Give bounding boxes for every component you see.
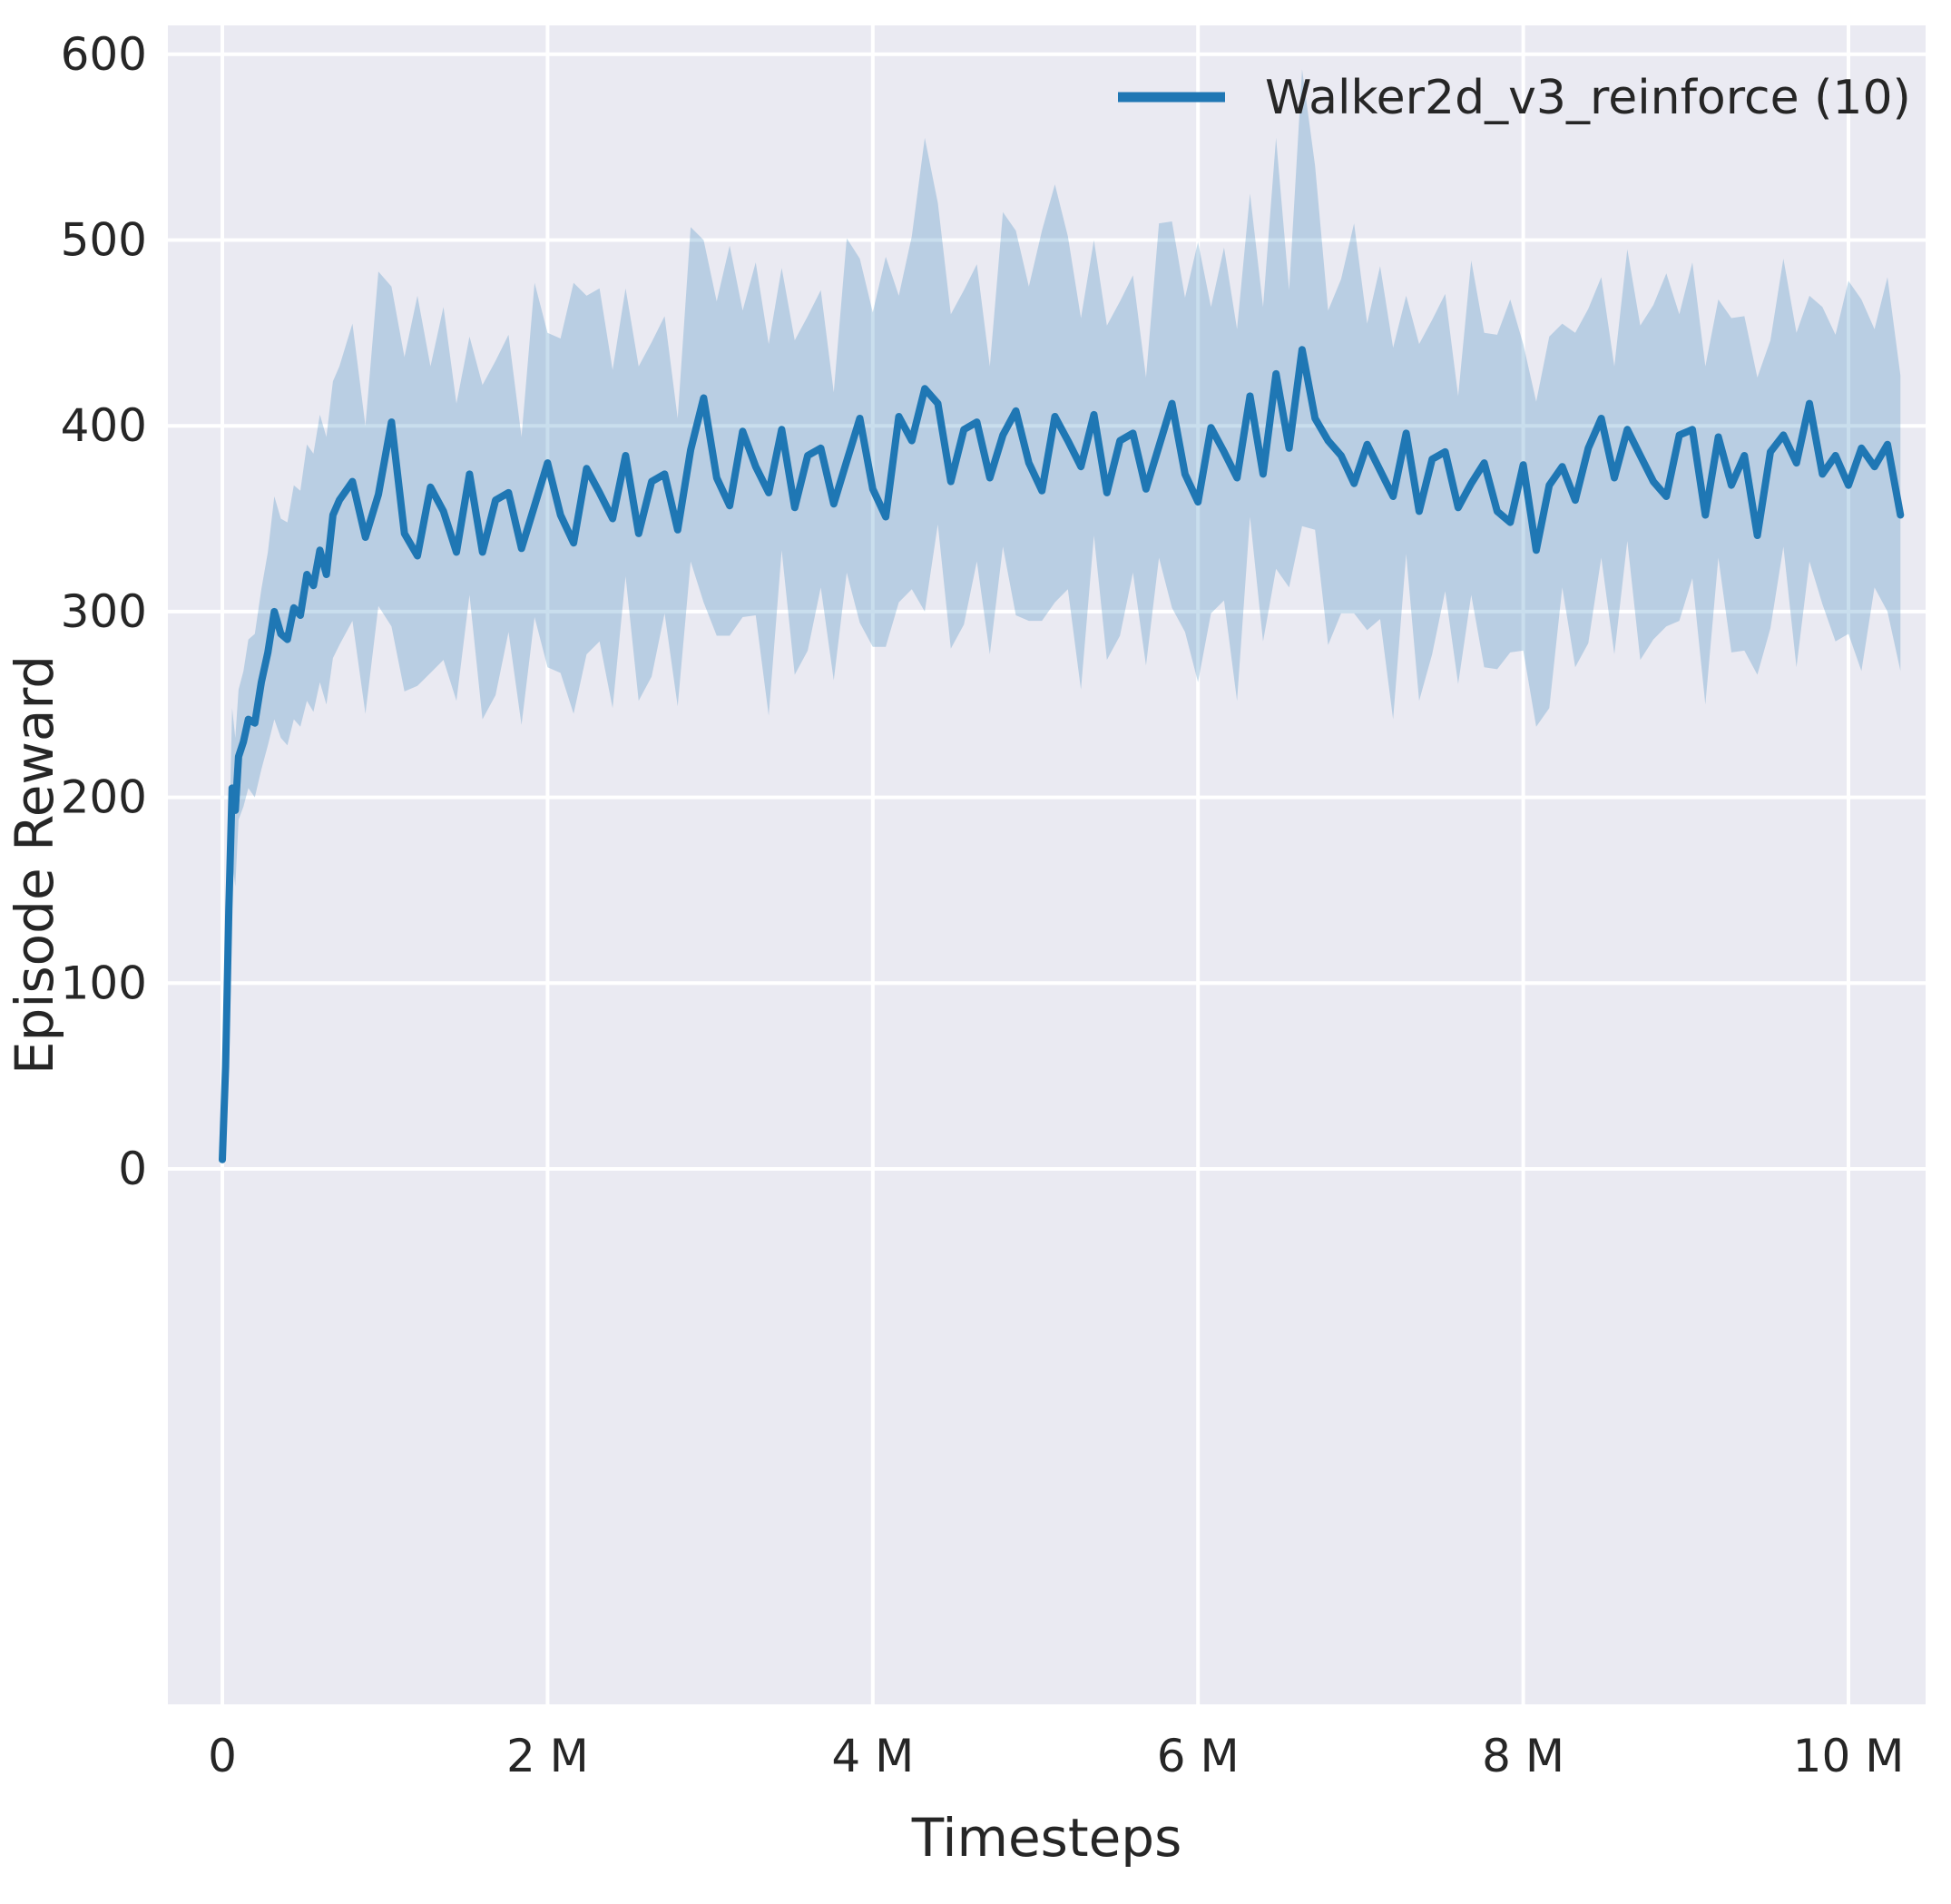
- y-tick-label: 400: [61, 399, 147, 452]
- x-tick-label: 6 M: [1157, 1730, 1240, 1782]
- y-tick-label: 200: [61, 771, 147, 824]
- y-tick-label: 100: [61, 957, 147, 1009]
- y-tick-label: 600: [61, 28, 147, 81]
- y-tick-label: 300: [61, 585, 147, 638]
- y-tick-labels: 0 100 200 300 400 500 600: [61, 28, 147, 1195]
- x-tick-label: 10 M: [1793, 1730, 1905, 1782]
- x-tick-label: 0: [208, 1730, 237, 1782]
- x-axis-label: Timesteps: [911, 1807, 1182, 1869]
- y-axis-label: Episode Reward: [4, 655, 65, 1075]
- x-tick-label: 2 M: [506, 1730, 589, 1782]
- confidence-band: [222, 69, 1901, 1163]
- x-tick-labels: 0 2 M 4 M 6 M 8 M 10 M: [208, 1730, 1904, 1782]
- legend: Walker2d_v3_reinforce (10): [1118, 71, 1911, 125]
- plot-area: [168, 25, 1926, 1704]
- y-tick-label: 0: [118, 1143, 147, 1195]
- x-tick-label: 8 M: [1482, 1730, 1564, 1782]
- gridlines: [168, 25, 1926, 1704]
- legend-label: Walker2d_v3_reinforce (10): [1265, 71, 1911, 125]
- y-tick-label: 500: [61, 214, 147, 267]
- x-tick-label: 4 M: [831, 1730, 914, 1782]
- mean-reward-line: [219, 346, 1905, 1163]
